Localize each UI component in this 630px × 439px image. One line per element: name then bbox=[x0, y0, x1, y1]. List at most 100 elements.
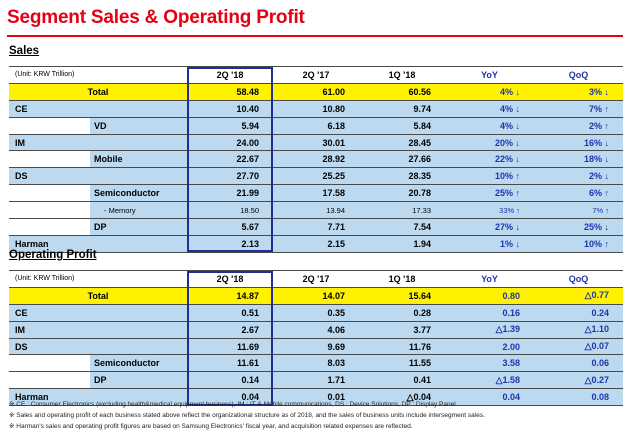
row-label: Semiconductor bbox=[90, 184, 188, 203]
cell-value: 3% ↓ bbox=[534, 83, 624, 101]
cell-value: 27.66 bbox=[359, 150, 446, 169]
cell-value: 0.06 bbox=[534, 354, 624, 373]
cell-value: 4.06 bbox=[273, 321, 360, 339]
table-row: CE 10.40 10.80 9.74 4% ↓ 7% ↑ bbox=[9, 100, 624, 118]
cell-value: 25% ↓ bbox=[534, 218, 624, 236]
cell-value: 14.87 bbox=[187, 287, 274, 305]
table-row: DS 27.70 25.25 28.35 10% ↑ 2% ↓ bbox=[9, 167, 624, 186]
cell-value: 10.40 bbox=[187, 100, 274, 118]
table-row: - Memory 18.50 13.94 17.33 33% ↑ 7% ↑ bbox=[9, 201, 624, 220]
cell-value: 6% ↑ bbox=[534, 184, 624, 203]
cell-value: 1% ↓ bbox=[445, 235, 535, 253]
cell-value: △0.77 bbox=[534, 287, 624, 305]
cell-value: 10% ↑ bbox=[445, 167, 535, 186]
cell-value: 6.18 bbox=[273, 117, 360, 135]
sales-heading: Sales bbox=[9, 45, 40, 57]
column-header: 1Q '18 bbox=[359, 270, 446, 288]
row-label: Total bbox=[9, 83, 188, 101]
cell-value: 28.92 bbox=[273, 150, 360, 169]
indent-cell bbox=[9, 150, 90, 169]
cell-value: 18% ↓ bbox=[534, 150, 624, 169]
cell-value: 7.54 bbox=[359, 218, 446, 236]
cell-value: 0.28 bbox=[359, 304, 446, 322]
title-underline bbox=[7, 35, 623, 37]
cell-value: 2.67 bbox=[187, 321, 274, 339]
table-row: DP 5.67 7.71 7.54 27% ↓ 25% ↓ bbox=[9, 218, 624, 236]
table-row: VD 5.94 6.18 5.84 4% ↓ 2% ↑ bbox=[9, 117, 624, 135]
cell-value: 28.35 bbox=[359, 167, 446, 186]
cell-value: 11.55 bbox=[359, 354, 446, 373]
cell-value: 0.16 bbox=[445, 304, 535, 322]
cell-value: 13.94 bbox=[273, 201, 360, 220]
row-label: CE bbox=[9, 100, 188, 118]
table-row: CE 0.51 0.35 0.28 0.16 0.24 bbox=[9, 304, 624, 322]
column-header: QoQ bbox=[534, 270, 624, 288]
unit-header-row: (Unit: KRW Trillion) 2Q '18 2Q '17 1Q '18 Yo… bbox=[9, 66, 624, 84]
cell-value: 15.64 bbox=[359, 287, 446, 305]
column-header: YoY bbox=[445, 270, 535, 288]
cell-value: 18.50 bbox=[187, 201, 274, 220]
cell-value: 3.77 bbox=[359, 321, 446, 339]
footnote-2: ※ Sales and operating profit of each bus… bbox=[9, 412, 485, 419]
row-label: Harman bbox=[9, 388, 188, 407]
cell-value: 0.24 bbox=[534, 304, 624, 322]
cell-value: 2.13 bbox=[187, 235, 274, 253]
cell-value: 0.01 bbox=[273, 388, 360, 407]
row-label: DS bbox=[9, 167, 188, 186]
cell-value: 0.35 bbox=[273, 304, 360, 322]
cell-value: 17.58 bbox=[273, 184, 360, 203]
operating-profit-heading: Operating Profit bbox=[9, 249, 97, 261]
cell-value: 2.15 bbox=[273, 235, 360, 253]
cell-value: 1.94 bbox=[359, 235, 446, 253]
footnote-3: ※ Harman's sales and operating profit fi… bbox=[9, 423, 413, 430]
row-label: DS bbox=[9, 338, 188, 356]
cell-value: 11.76 bbox=[359, 338, 446, 356]
cell-value: 22% ↓ bbox=[445, 150, 535, 169]
cell-value: 9.69 bbox=[273, 338, 360, 356]
indent-cell bbox=[9, 201, 90, 220]
cell-value: 60.56 bbox=[359, 83, 446, 101]
unit-label: (Unit: KRW Trillion) bbox=[9, 270, 188, 288]
column-header: YoY bbox=[445, 66, 535, 84]
table-row: IM 24.00 30.01 28.45 20% ↓ 16% ↓ bbox=[9, 134, 624, 152]
cell-value: 0.51 bbox=[187, 304, 274, 322]
cell-value: 58.48 bbox=[187, 83, 274, 101]
cell-value: △0.27 bbox=[534, 371, 624, 390]
column-header: 2Q '17 bbox=[273, 66, 360, 84]
cell-value: 11.69 bbox=[187, 338, 274, 356]
table-row: Mobile 22.67 28.92 27.66 22% ↓ 18% ↓ bbox=[9, 150, 624, 169]
indent-cell bbox=[9, 117, 90, 135]
column-header: 2Q '17 bbox=[273, 270, 360, 288]
cell-value: 30.01 bbox=[273, 134, 360, 152]
cell-value: 28.45 bbox=[359, 134, 446, 152]
cell-value: 0.08 bbox=[534, 388, 624, 407]
table-row: DP 0.14 1.71 0.41 △1.58 △0.27 bbox=[9, 371, 624, 390]
cell-value: 0.80 bbox=[445, 287, 535, 305]
cell-value: 61.00 bbox=[273, 83, 360, 101]
cell-value: 4% ↓ bbox=[445, 117, 535, 135]
cell-value: 7.71 bbox=[273, 218, 360, 236]
cell-value: △1.39 bbox=[445, 321, 535, 339]
table-row: Semiconductor 21.99 17.58 20.78 25% ↑ 6% ↑ bbox=[9, 184, 624, 203]
cell-value: 11.61 bbox=[187, 354, 274, 373]
cell-value: 4% ↓ bbox=[445, 100, 535, 118]
unit-label: (Unit: KRW Trillion) bbox=[9, 66, 188, 84]
column-header: 1Q '18 bbox=[359, 66, 446, 84]
row-label: Semiconductor bbox=[90, 354, 188, 373]
cell-value: △1.10 bbox=[534, 321, 624, 339]
cell-value: 10.80 bbox=[273, 100, 360, 118]
cell-value: 10% ↑ bbox=[534, 235, 624, 253]
cell-value: 27% ↓ bbox=[445, 218, 535, 236]
cell-value: 2% ↑ bbox=[534, 117, 624, 135]
cell-value: 20% ↓ bbox=[445, 134, 535, 152]
cell-value: 8.03 bbox=[273, 354, 360, 373]
row-label: Mobile bbox=[90, 150, 188, 169]
cell-value: 7% ↑ bbox=[534, 201, 624, 220]
table-row: DS 11.69 9.69 11.76 2.00 △0.07 bbox=[9, 338, 624, 356]
cell-value: 2% ↓ bbox=[534, 167, 624, 186]
cell-value: 17.33 bbox=[359, 201, 446, 220]
operating-profit-table: (Unit: KRW Trillion) 2Q '18 2Q '17 1Q '18 Yo… bbox=[9, 270, 624, 407]
cell-value: 5.84 bbox=[359, 117, 446, 135]
indent-cell bbox=[9, 218, 90, 236]
row-label: Total bbox=[9, 287, 188, 305]
